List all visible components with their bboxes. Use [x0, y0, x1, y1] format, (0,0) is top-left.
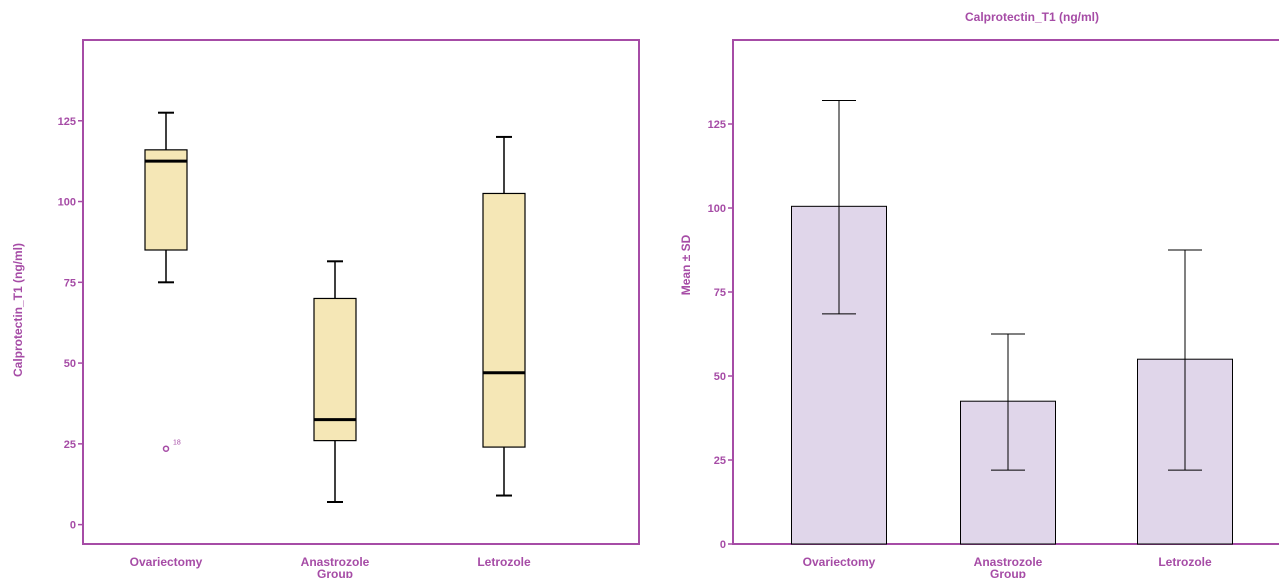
bar-y-axis: 0 25 50 75 100 125	[708, 119, 733, 551]
outlier-label: 18	[173, 440, 181, 447]
x-tick-label: Ovariectomy	[803, 555, 876, 569]
boxplot-x-axis: Ovariectomy Anastrozole Letrozole Group	[130, 555, 531, 578]
bar-marks	[791, 99, 1233, 545]
y-tick-label: 75	[714, 287, 726, 299]
x-axis-title: Group	[990, 567, 1026, 578]
boxplot-marks: 18	[144, 111, 526, 503]
y-tick-label: 0	[70, 520, 76, 532]
x-tick-label: Letrozole	[1158, 555, 1212, 569]
bar-chart-title: Calprotectin_T1 (ng/ml)	[965, 10, 1099, 24]
bar-x-axis: Ovariectomy Anastrozole Letrozole Group	[803, 555, 1212, 578]
y-tick-label: 25	[64, 439, 76, 451]
x-tick-label: Ovariectomy	[130, 555, 203, 569]
y-tick-label: 125	[58, 116, 76, 128]
boxplot-frame	[82, 39, 640, 545]
x-tick-label: Anastrozole	[974, 555, 1043, 569]
y-tick-label: 100	[58, 197, 76, 209]
y-tick-label: 50	[64, 358, 76, 370]
boxplot-y-axis: 0 25 50 75 100 125	[58, 116, 83, 532]
bar-y-axis-label: Mean ± SD	[679, 234, 693, 295]
bar-panel: Calprotectin_T1 (ng/ml) Mean ± SD 0 25 50 7…	[679, 10, 1279, 578]
x-tick-label: Anastrozole	[301, 555, 370, 569]
box-letrozole	[482, 192, 526, 448]
y-tick-label: 75	[64, 277, 76, 289]
box-ovariectomy	[144, 149, 188, 251]
box-anastrozole	[313, 297, 357, 442]
y-tick-label: 50	[714, 371, 726, 383]
y-tick-label: 0	[720, 539, 726, 551]
y-tick-label: 25	[714, 455, 726, 467]
boxplot-panel: Calprotectin_T1 (ng/ml) 0 25 50 75 100 125 18…	[11, 39, 640, 578]
x-axis-title: Group	[317, 567, 353, 578]
x-tick-label: Letrozole	[477, 555, 531, 569]
y-tick-label: 100	[708, 203, 726, 215]
y-tick-label: 125	[708, 119, 726, 131]
boxplot-y-axis-label: Calprotectin_T1 (ng/ml)	[11, 243, 25, 377]
outlier-point	[162, 445, 170, 452]
